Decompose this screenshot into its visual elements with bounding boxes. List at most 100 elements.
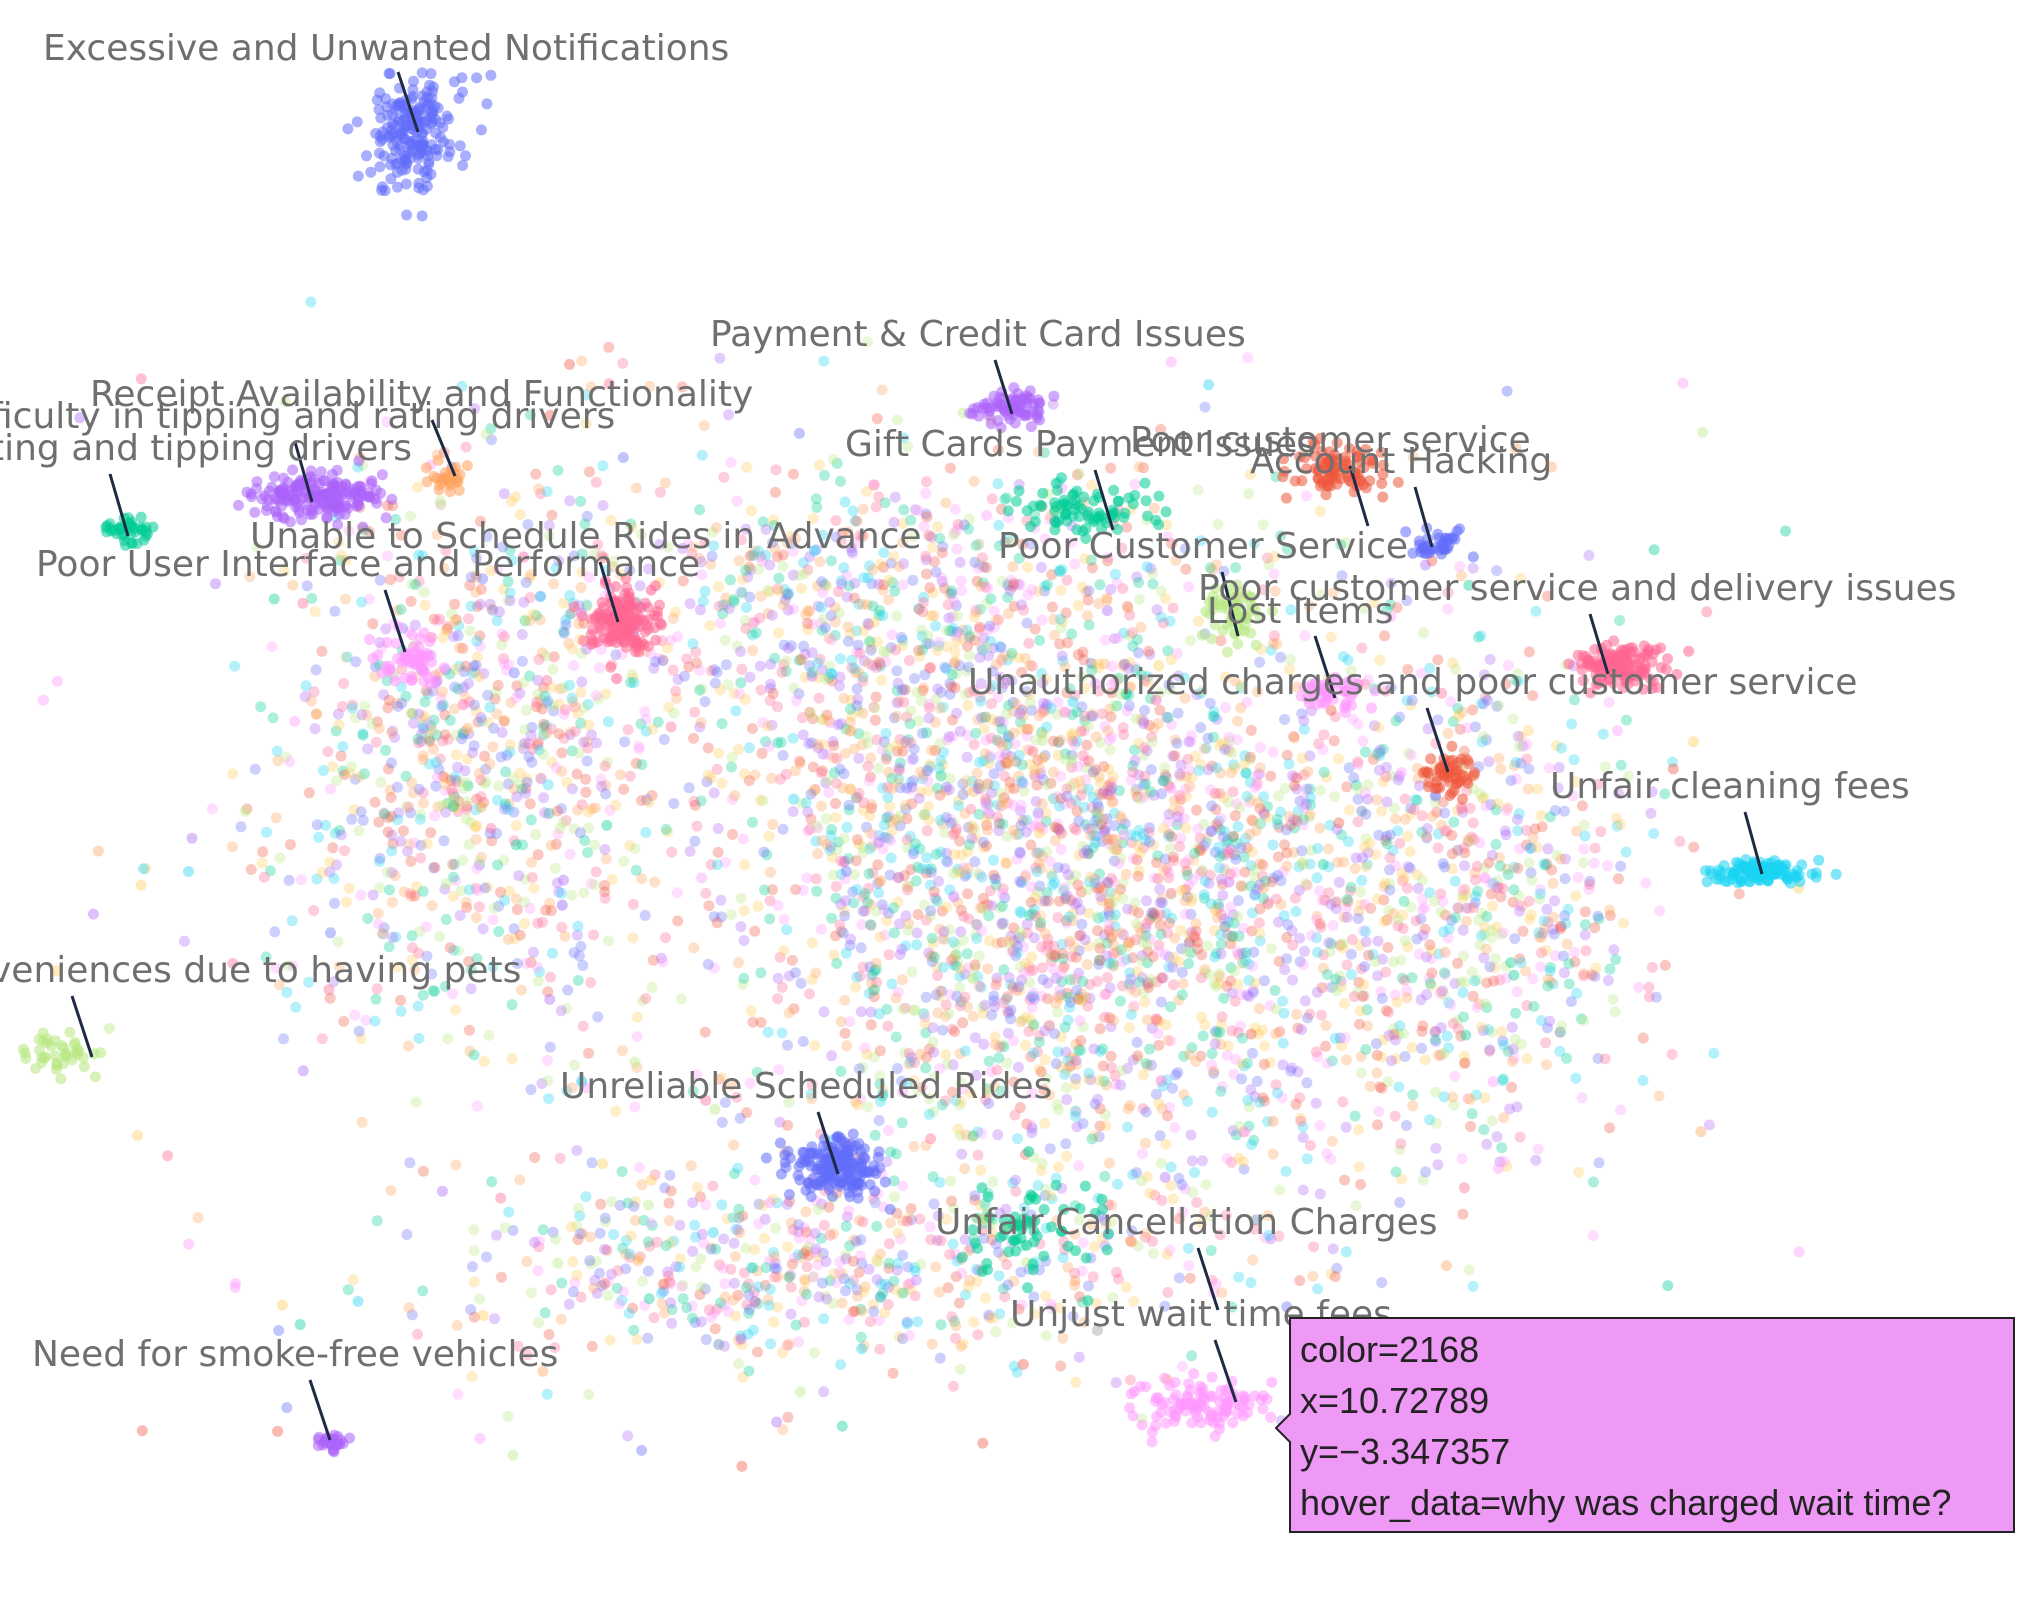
scatter-point[interactable] (1171, 647, 1183, 659)
scatter-point[interactable] (887, 902, 899, 914)
scatter-point[interactable] (1467, 902, 1479, 913)
scatter-point[interactable] (1126, 981, 1138, 993)
scatter-point[interactable] (1143, 645, 1155, 657)
scatter-point[interactable] (1382, 1076, 1394, 1088)
scatter-point[interactable] (805, 1088, 817, 1100)
scatter-point[interactable] (1088, 1043, 1100, 1055)
scatter-point[interactable] (749, 925, 761, 937)
scatter-point[interactable] (338, 1015, 350, 1027)
scatter-point[interactable] (806, 618, 818, 630)
scatter-point[interactable] (1101, 813, 1113, 825)
scatter-point[interactable] (1243, 958, 1255, 970)
scatter-point[interactable] (1193, 615, 1205, 627)
scatter-point[interactable] (879, 929, 891, 941)
scatter-point[interactable] (419, 696, 431, 708)
scatter-point[interactable] (1316, 894, 1328, 906)
scatter-point[interactable] (1438, 926, 1450, 938)
scatter-point[interactable] (299, 691, 311, 702)
scatter-point[interactable] (1049, 951, 1061, 963)
scatter-point[interactable] (1039, 1117, 1051, 1129)
scatter-point[interactable] (1531, 841, 1543, 853)
scatter-point[interactable] (944, 773, 956, 784)
scatter-point[interactable] (585, 977, 597, 989)
scatter-point[interactable] (1010, 950, 1022, 962)
scatter-point[interactable] (929, 951, 940, 963)
scatter-point[interactable] (1288, 846, 1300, 858)
scatter-point[interactable] (1498, 1112, 1510, 1124)
scatter-point[interactable] (1244, 776, 1256, 788)
scatter-point[interactable] (1095, 881, 1107, 893)
scatter-point[interactable] (1180, 783, 1192, 795)
scatter-point[interactable] (1181, 1095, 1193, 1107)
scatter-point[interactable] (986, 493, 998, 505)
scatter-point[interactable] (1134, 847, 1146, 859)
scatter-point[interactable] (1248, 538, 1260, 549)
scatter-point[interactable] (1592, 910, 1604, 922)
scatter-point[interactable] (1142, 946, 1154, 957)
scatter-point[interactable] (1156, 585, 1167, 597)
scatter-point[interactable] (1000, 994, 1012, 1006)
scatter-point[interactable] (1123, 978, 1135, 990)
scatter-point[interactable] (1144, 913, 1156, 925)
scatter-point[interactable] (1084, 978, 1096, 990)
scatter-point[interactable] (1480, 800, 1492, 812)
scatter-point[interactable] (1514, 905, 1526, 917)
scatter-point[interactable] (728, 687, 740, 699)
scatter-point[interactable] (272, 755, 284, 767)
scatter-point[interactable] (713, 1073, 725, 1085)
scatter-point[interactable] (1103, 924, 1115, 936)
scatter-point[interactable] (1296, 708, 1308, 720)
scatter-point[interactable] (974, 980, 985, 992)
scatter-point[interactable] (283, 874, 295, 886)
scatter-point[interactable] (1384, 852, 1396, 864)
scatter-point[interactable] (1317, 744, 1329, 756)
scatter-point[interactable] (1154, 883, 1166, 895)
scatter-point[interactable] (575, 941, 587, 952)
scatter-point[interactable] (927, 1036, 939, 1048)
scatter-point[interactable] (1523, 857, 1535, 869)
scatter-point[interactable] (1054, 993, 1065, 1005)
scatter-point[interactable] (994, 750, 1006, 762)
scatter-point[interactable] (961, 868, 973, 880)
scatter-point[interactable] (1166, 912, 1178, 924)
scatter-point[interactable] (594, 1227, 606, 1239)
scatter-point[interactable] (1070, 1055, 1082, 1066)
scatter-point[interactable] (1578, 843, 1590, 855)
scatter-point[interactable] (1162, 645, 1174, 657)
scatter-point[interactable] (741, 461, 753, 473)
scatter-point[interactable] (1311, 932, 1322, 944)
scatter-point[interactable] (735, 646, 746, 657)
scatter-point[interactable] (930, 989, 942, 1001)
scatter-point[interactable] (1271, 814, 1283, 825)
scatter-point[interactable] (1079, 715, 1091, 727)
scatter-point[interactable] (1003, 700, 1015, 711)
scatter-point[interactable] (1432, 828, 1444, 840)
scatter-point[interactable] (1146, 977, 1158, 988)
scatter-point[interactable] (1459, 976, 1471, 988)
scatter-point[interactable] (592, 1011, 604, 1023)
scatter-point[interactable] (803, 738, 815, 750)
scatter-point[interactable] (1177, 978, 1189, 989)
scatter-point[interactable] (1302, 1012, 1313, 1024)
scatter-point[interactable] (375, 776, 387, 788)
scatter-point[interactable] (852, 693, 864, 705)
scatter-point[interactable] (1143, 982, 1155, 993)
scatter-point[interactable] (1077, 1118, 1089, 1129)
scatter-point[interactable] (943, 731, 955, 743)
scatter-point[interactable] (1029, 764, 1041, 776)
scatter-point[interactable] (866, 799, 878, 811)
scatter-point[interactable] (423, 717, 434, 729)
scatter-point[interactable] (907, 753, 919, 765)
scatter-point[interactable] (531, 696, 543, 708)
scatter-point[interactable] (1538, 858, 1550, 870)
scatter-point[interactable] (483, 1029, 495, 1041)
scatter-point[interactable] (1016, 974, 1028, 986)
scatter-point[interactable] (1199, 963, 1211, 975)
scatter-point[interactable] (1258, 1058, 1270, 1070)
scatter-point[interactable] (973, 950, 985, 962)
scatter-point[interactable] (1251, 1075, 1263, 1087)
scatter-point[interactable] (1065, 1052, 1077, 1064)
scatter-point[interactable] (945, 1175, 957, 1187)
scatter-point[interactable] (1001, 830, 1013, 842)
scatter-point[interactable] (583, 1047, 595, 1059)
